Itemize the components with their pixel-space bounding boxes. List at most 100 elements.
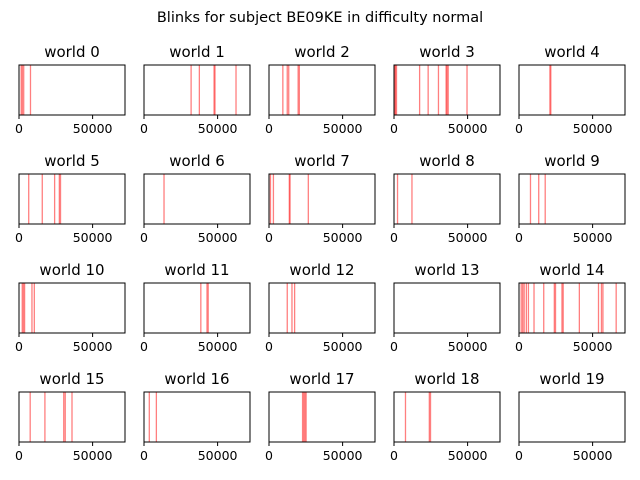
x-tick-label: 0 <box>265 339 273 354</box>
axes-frame <box>518 391 626 443</box>
panel-title: world 16 <box>164 370 229 388</box>
x-tick-label: 0 <box>390 121 398 136</box>
x-tick-label: 50000 <box>323 230 363 245</box>
x-tick-label: 50000 <box>323 121 363 136</box>
x-tick-label: 50000 <box>73 230 113 245</box>
panel-9: world 9 0 50000 <box>515 152 626 245</box>
axes-frame <box>18 64 126 116</box>
x-tick-label: 50000 <box>323 339 363 354</box>
panel-title: world 9 <box>544 152 600 170</box>
panel-8: world 8 0 50000 <box>390 152 501 245</box>
axes-frame <box>18 173 126 225</box>
axes-frame <box>18 391 126 443</box>
axes-frame <box>268 173 376 225</box>
panel-19: world 19 0 50000 <box>515 370 626 463</box>
panel-title: world 3 <box>419 43 475 61</box>
panel-11: world 11 0 50000 <box>140 261 251 354</box>
panel-18: world 18 0 50000 <box>390 370 501 463</box>
x-tick-label: 50000 <box>573 121 613 136</box>
panel-4: world 4 0 50000 <box>515 43 626 136</box>
panel-title: world 6 <box>169 152 225 170</box>
panel-7: world 7 0 50000 <box>265 152 376 245</box>
panel-6: world 6 0 50000 <box>140 152 251 245</box>
panel-title: world 1 <box>169 43 225 61</box>
x-tick-label: 0 <box>15 121 23 136</box>
axes-frame <box>518 64 626 116</box>
x-tick-label: 0 <box>15 448 23 463</box>
x-tick-label: 0 <box>515 339 523 354</box>
axes-frame <box>268 282 376 334</box>
axes-frame <box>518 282 626 334</box>
axes-frame <box>393 282 501 334</box>
x-tick-label: 50000 <box>573 448 613 463</box>
panel-2: world 2 0 50000 <box>265 43 376 136</box>
x-tick-label: 0 <box>515 230 523 245</box>
x-tick-label: 50000 <box>73 121 113 136</box>
panel-title: world 8 <box>419 152 475 170</box>
x-tick-label: 0 <box>140 339 148 354</box>
panel-title: world 5 <box>44 152 100 170</box>
panel-title: world 12 <box>289 261 354 279</box>
panel-12: world 12 0 50000 <box>265 261 376 354</box>
x-tick-label: 0 <box>265 230 273 245</box>
panel-title: world 14 <box>539 261 604 279</box>
x-tick-label: 50000 <box>73 339 113 354</box>
x-tick-label: 0 <box>140 230 148 245</box>
axes-frame <box>143 282 251 334</box>
x-tick-label: 50000 <box>198 448 238 463</box>
panel-title: world 18 <box>414 370 479 388</box>
x-tick-label: 50000 <box>198 339 238 354</box>
panel-1: world 1 0 50000 <box>140 43 251 136</box>
x-tick-label: 50000 <box>448 230 488 245</box>
axes-frame <box>143 391 251 443</box>
panel-15: world 15 0 50000 <box>15 370 126 463</box>
x-tick-label: 0 <box>140 121 148 136</box>
panel-16: world 16 0 50000 <box>140 370 251 463</box>
panel-title: world 10 <box>39 261 104 279</box>
x-tick-label: 50000 <box>448 448 488 463</box>
figure-title: Blinks for subject BE09KE in difficulty … <box>157 10 483 26</box>
axes-frame <box>18 282 126 334</box>
axes-frame <box>393 64 501 116</box>
axes-frame <box>393 173 501 225</box>
axes-frame <box>268 64 376 116</box>
axes-frame <box>518 173 626 225</box>
x-tick-label: 0 <box>265 121 273 136</box>
x-tick-label: 50000 <box>198 121 238 136</box>
x-tick-label: 0 <box>515 121 523 136</box>
x-tick-label: 0 <box>15 230 23 245</box>
x-tick-label: 50000 <box>573 339 613 354</box>
x-tick-label: 0 <box>515 448 523 463</box>
x-tick-label: 0 <box>390 339 398 354</box>
panel-10: world 10 0 50000 <box>15 261 126 354</box>
x-tick-label: 0 <box>265 448 273 463</box>
panel-title: world 13 <box>414 261 479 279</box>
panel-title: world 0 <box>44 43 100 61</box>
x-tick-label: 50000 <box>323 448 363 463</box>
axes-frame <box>143 173 251 225</box>
panel-title: world 17 <box>289 370 354 388</box>
panel-14: world 14 0 50000 <box>515 261 626 354</box>
panel-3: world 3 0 50000 <box>390 43 501 136</box>
x-tick-label: 0 <box>390 448 398 463</box>
x-tick-label: 50000 <box>198 230 238 245</box>
axes-frame <box>393 391 501 443</box>
x-tick-label: 50000 <box>448 339 488 354</box>
panel-title: world 19 <box>539 370 604 388</box>
axes-frame <box>268 391 376 443</box>
x-tick-label: 0 <box>15 339 23 354</box>
panel-13: world 13 0 50000 <box>390 261 501 354</box>
panel-title: world 11 <box>164 261 229 279</box>
panel-title: world 7 <box>294 152 350 170</box>
panel-title: world 2 <box>294 43 350 61</box>
x-tick-label: 0 <box>390 230 398 245</box>
x-tick-label: 0 <box>140 448 148 463</box>
panel-5: world 5 0 50000 <box>15 152 126 245</box>
panel-17: world 17 0 50000 <box>265 370 376 463</box>
panel-title: world 4 <box>544 43 600 61</box>
axes-frame <box>143 64 251 116</box>
panel-title: world 15 <box>39 370 104 388</box>
x-tick-label: 50000 <box>448 121 488 136</box>
